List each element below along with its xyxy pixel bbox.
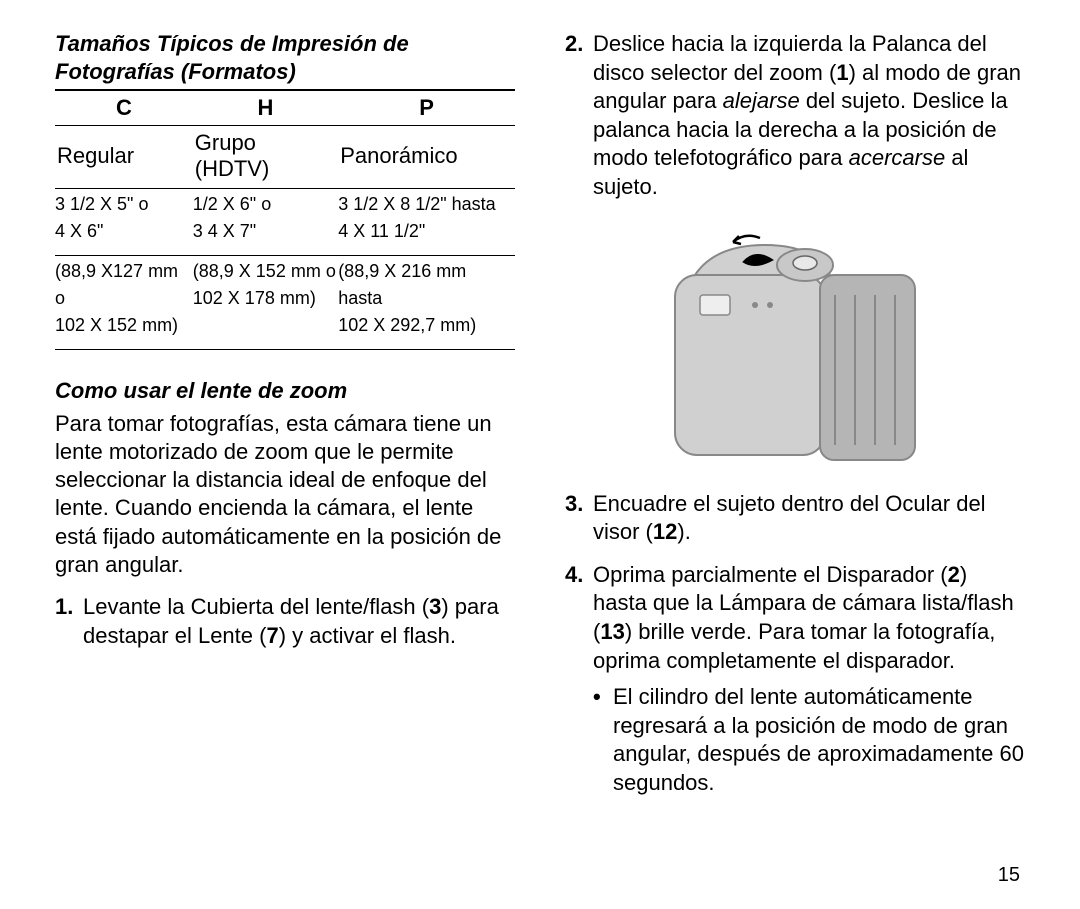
step-1-num: 1. bbox=[55, 593, 83, 650]
print-size-table: C H P Regular Grupo (HDTV) Panorámico 3 … bbox=[55, 89, 515, 350]
type-panoramic: Panorámico bbox=[338, 126, 515, 189]
step-3-text: Encuadre el sujeto dentro del Ocular del… bbox=[593, 490, 1025, 547]
step-3-num: 3. bbox=[565, 490, 593, 547]
step-3: 3. Encuadre el sujeto dentro del Ocular … bbox=[565, 490, 1025, 547]
camera-illustration bbox=[655, 220, 935, 470]
steps-left: 1. Levante la Cubierta del lente/flash (… bbox=[55, 593, 515, 664]
step-4-text: Oprima parcialmente el Disparador (2) ha… bbox=[593, 561, 1025, 812]
size-inch-h: 1/2 X 6" o 3 4 X 7" bbox=[193, 189, 338, 256]
size-mm-p: (88,9 X 216 mm hasta 102 X 292,7 mm) bbox=[338, 256, 515, 350]
step-4-bullet: El cilindro del lente automáticamente re… bbox=[593, 683, 1025, 797]
step-2-num: 2. bbox=[565, 30, 593, 202]
size-mm-h: (88,9 X 152 mm o 102 X 178 mm) bbox=[193, 256, 338, 350]
col-header-p: P bbox=[338, 90, 515, 126]
size-inch-p: 3 1/2 X 8 1/2" hasta 4 X 11 1/2" bbox=[338, 189, 515, 256]
size-inch-c: 3 1/2 X 5" o 4 X 6" bbox=[55, 189, 193, 256]
step-1: 1. Levante la Cubierta del lente/flash (… bbox=[55, 593, 515, 650]
step-2-text: Deslice hacia la izquierda la Palanca de… bbox=[593, 30, 1025, 202]
step-4-sublist: El cilindro del lente automáticamente re… bbox=[593, 683, 1025, 797]
step-1-text: Levante la Cubierta del lente/flash (3) … bbox=[83, 593, 515, 650]
page-number: 15 bbox=[998, 864, 1020, 887]
size-mm-c: (88,9 X127 mm o 102 X 152 mm) bbox=[55, 256, 193, 350]
step-4-num: 4. bbox=[565, 561, 593, 812]
type-hdtv: Grupo (HDTV) bbox=[193, 126, 338, 189]
zoom-section-title: Como usar el lente de zoom bbox=[55, 378, 515, 404]
steps-right: 2. Deslice hacia la izquierda la Palanca… bbox=[565, 30, 1025, 216]
left-column: Tamaños Típicos de Impresión de Fotograf… bbox=[55, 30, 515, 889]
table-title: Tamaños Típicos de Impresión de Fotograf… bbox=[55, 30, 515, 85]
step-4: 4. Oprima parcialmente el Disparador (2)… bbox=[565, 561, 1025, 812]
col-header-c: C bbox=[55, 90, 193, 126]
step-2: 2. Deslice hacia la izquierda la Palanca… bbox=[565, 30, 1025, 202]
zoom-intro: Para tomar fotografías, esta cámara tien… bbox=[55, 410, 515, 579]
col-header-h: H bbox=[193, 90, 338, 126]
right-column: 2. Deslice hacia la izquierda la Palanca… bbox=[565, 30, 1025, 889]
steps-right-continued: 3. Encuadre el sujeto dentro del Ocular … bbox=[565, 490, 1025, 826]
type-regular: Regular bbox=[55, 126, 193, 189]
